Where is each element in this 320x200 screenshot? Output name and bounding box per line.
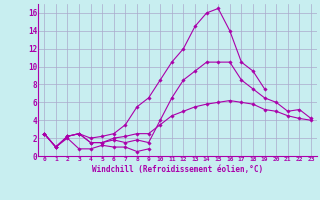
X-axis label: Windchill (Refroidissement éolien,°C): Windchill (Refroidissement éolien,°C): [92, 165, 263, 174]
